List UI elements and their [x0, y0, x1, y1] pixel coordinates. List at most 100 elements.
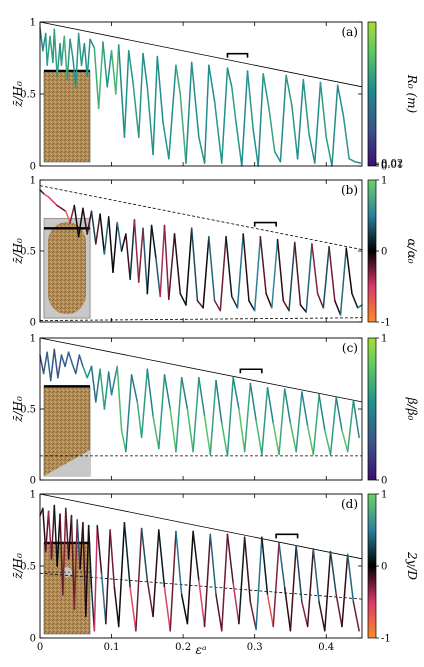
series-curve: [39, 27, 362, 167]
curve-segment: [335, 594, 343, 628]
curve-segment: [232, 582, 240, 625]
y-axis-label: z̄/H₀: [11, 396, 25, 423]
curve-segment: [221, 422, 229, 457]
panel-label: (b): [341, 183, 358, 197]
colorbar-label: β/β₀: [405, 397, 419, 421]
curve-segment: [159, 224, 166, 298]
y-axis-label: z̄/H₀: [11, 81, 25, 108]
curve-segment: [59, 513, 64, 596]
colorbar-tick-label: 1: [381, 490, 387, 501]
specimen-inset: [43, 69, 91, 163]
curve-segment: [288, 241, 296, 312]
curve-segment: [140, 527, 149, 582]
curve-segment: [273, 150, 282, 163]
curve-segment: [86, 210, 93, 235]
colorbar-gradient: [367, 337, 377, 481]
curve-segment: [301, 391, 309, 427]
curve-segment: [266, 386, 275, 424]
curve-segment: [115, 44, 120, 95]
colorbar-tick-label: 0: [381, 247, 387, 258]
curve-segment: [241, 70, 249, 167]
curve-segment: [219, 236, 227, 312]
curve-segment: [289, 422, 297, 453]
curve-segment: [324, 550, 332, 632]
curve-segment: [322, 245, 330, 309]
scale-bar: [253, 221, 277, 227]
curve-segment: [123, 522, 131, 589]
curve-segment: [56, 42, 61, 78]
curve-segment: [75, 354, 81, 375]
curve-segment: [69, 204, 76, 224]
curve-segment: [249, 382, 257, 422]
curve-segment: [253, 236, 262, 312]
curve-segment: [208, 236, 216, 302]
curve-segment: [67, 351, 73, 365]
panel-label: (d): [341, 497, 358, 511]
curve-segment: [93, 524, 98, 632]
curve-segment: [168, 233, 176, 301]
curve-segment: [243, 382, 252, 453]
curve-segment: [318, 394, 326, 432]
curve-segment: [86, 38, 91, 78]
curve-segment: [324, 429, 332, 456]
curve-segment: [186, 530, 194, 625]
y-axis-label: z̄/H₀: [11, 238, 25, 265]
scale-bar: [275, 533, 299, 539]
curve-segment: [272, 422, 280, 456]
curve-segment: [215, 594, 223, 632]
reference-line-0: [39, 21, 363, 88]
colorbar-tick-label: 0: [381, 562, 387, 573]
curve-segment: [169, 408, 177, 453]
curve-segment: [296, 78, 305, 160]
curve-segment: [103, 216, 110, 255]
curve-segment: [120, 233, 127, 252]
curve-segment: [271, 238, 279, 309]
specimen-inset: [43, 385, 91, 477]
curve-segment: [213, 100, 223, 164]
curve-segment: [225, 236, 233, 298]
curve-segment: [342, 114, 350, 160]
colorbar: -1 0 1 2y/D: [367, 490, 419, 645]
y-tick-label: 0.5: [20, 90, 36, 101]
y-tick-label: 1: [30, 18, 36, 29]
curve-segment: [60, 207, 67, 212]
curve-segment: [142, 227, 149, 295]
curve-segment: [110, 50, 117, 95]
curve-segment: [175, 530, 183, 596]
curve-segment: [109, 529, 116, 589]
curve-segment: [152, 529, 160, 618]
curve-segment: [226, 377, 234, 457]
curve-segment: [107, 371, 113, 396]
y-tick-label: 0: [30, 476, 36, 487]
curve-segment: [306, 425, 315, 456]
panel-c: 0 0.5 1 z̄/H₀ (c) 0 1 β/β₀: [11, 334, 419, 487]
y-tick-label: 0: [30, 634, 36, 645]
curve-segment: [346, 553, 355, 603]
curve-segment: [255, 536, 263, 631]
curve-segment: [272, 542, 280, 628]
curve-segment: [60, 35, 66, 66]
x-tick-label: 0.3: [247, 642, 263, 653]
curve-segment: [87, 524, 93, 589]
curve-segment: [238, 536, 246, 625]
curve-segment: [65, 210, 71, 224]
curve-segment: [175, 64, 181, 95]
curve-segment: [301, 601, 309, 628]
x-axis-label: εᵃ: [196, 643, 207, 657]
y-tick-label: 1: [30, 334, 36, 345]
curve-segment: [285, 74, 293, 107]
x-tick-label: 0.1: [104, 642, 120, 653]
curve-segment: [106, 50, 113, 88]
curve-segment: [158, 529, 166, 589]
curve-segment: [129, 586, 137, 632]
curve-segment: [44, 510, 50, 553]
curve-segment: [252, 129, 259, 167]
curve-segment: [312, 547, 320, 603]
curve-segment: [329, 396, 337, 456]
curve-segment: [95, 213, 101, 245]
series-curve: [39, 348, 360, 457]
curve-segment: [339, 247, 348, 316]
curve-segment: [75, 32, 80, 88]
curve-segment: [261, 386, 269, 456]
x-tick-label: 0: [37, 642, 43, 653]
